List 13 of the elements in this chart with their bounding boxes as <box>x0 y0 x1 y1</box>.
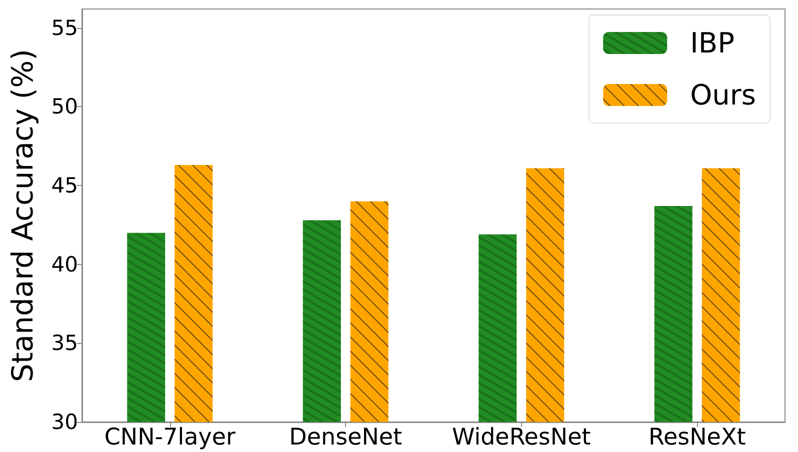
y-tick-label: 40 <box>51 252 78 276</box>
x-tick-label: CNN-7layer <box>104 424 236 450</box>
y-tick-label: 55 <box>51 16 78 40</box>
x-tick-label: WideResNet <box>452 424 591 450</box>
x-tick-label: DenseNet <box>289 424 402 450</box>
legend-label: Ours <box>690 78 756 112</box>
y-tick-label: 30 <box>51 410 78 434</box>
x-tick-label: ResNeXt <box>648 424 746 450</box>
legend-label: IBP <box>690 26 734 60</box>
y-tick-label: 45 <box>51 174 78 198</box>
y-axis-title: Standard Accuracy (%) <box>6 49 40 382</box>
y-tick-label: 50 <box>51 94 78 119</box>
y-tick-label: 35 <box>51 331 78 356</box>
